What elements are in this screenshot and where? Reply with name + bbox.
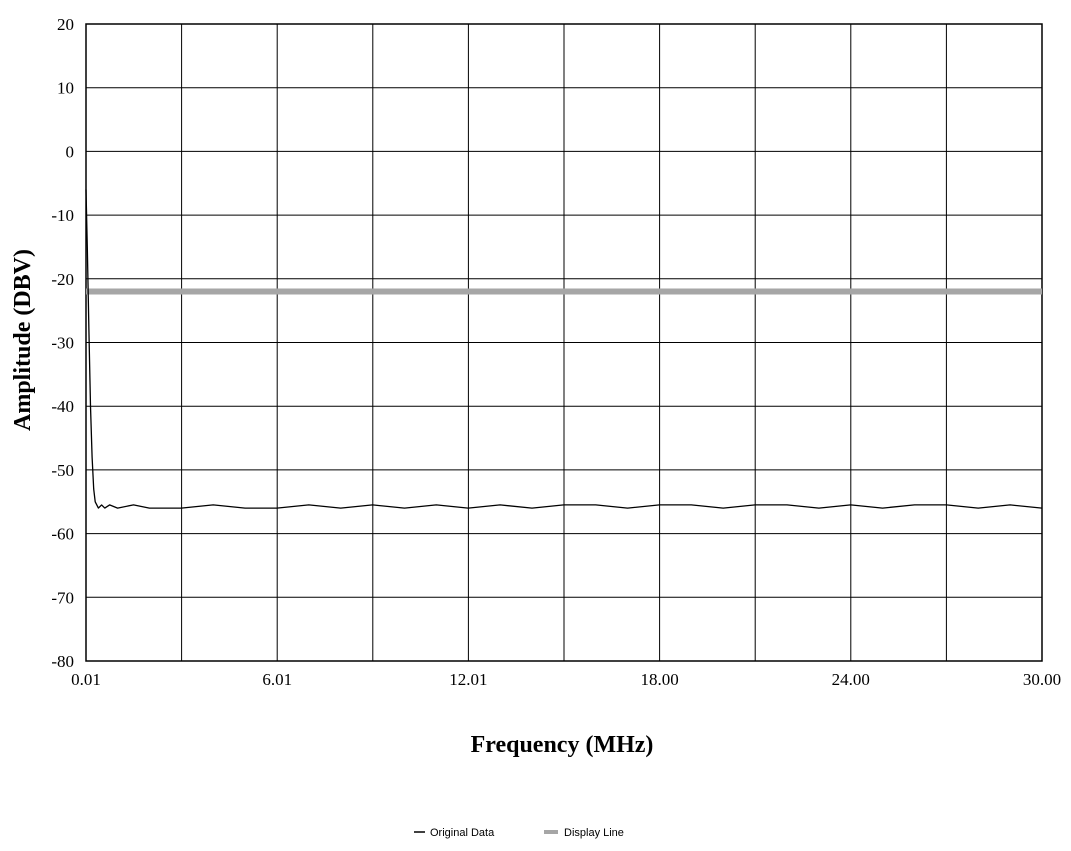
y-tick-label: 0 xyxy=(66,142,75,161)
y-tick-label: -80 xyxy=(51,652,74,671)
x-axis-ticks: 0.01 6.01 12.01 18.00 24.00 30.00 xyxy=(71,670,1061,689)
x-tick-label: 6.01 xyxy=(262,670,292,689)
y-tick-label: -70 xyxy=(51,588,74,607)
legend-label-display-line: Display Line xyxy=(564,827,624,839)
series-original-data-line xyxy=(85,189,1043,509)
y-tick-label: -10 xyxy=(51,206,74,225)
series-layer xyxy=(85,189,1043,509)
grid xyxy=(85,23,1043,662)
y-axis-title: Amplitude (DBV) xyxy=(10,249,36,431)
x-axis-title: Frequency (MHz) xyxy=(471,732,654,758)
legend: Original Data Display Line xyxy=(414,827,624,839)
y-tick-label: -30 xyxy=(51,334,74,353)
x-tick-label: 30.00 xyxy=(1023,670,1061,689)
y-tick-label: 10 xyxy=(57,79,74,98)
y-tick-label: -40 xyxy=(51,397,74,416)
y-tick-label: -50 xyxy=(51,461,74,480)
y-tick-label: -60 xyxy=(51,525,74,544)
y-tick-label: 20 xyxy=(57,15,74,34)
x-tick-label: 18.00 xyxy=(640,670,678,689)
x-tick-label: 0.01 xyxy=(71,670,101,689)
legend-label-original-data: Original Data xyxy=(430,827,495,839)
x-tick-label: 24.00 xyxy=(832,670,870,689)
y-tick-label: -20 xyxy=(51,270,74,289)
y-axis-ticks: 20 10 0 -10 -20 -30 -40 -50 -60 -70 -80 xyxy=(51,15,74,671)
x-tick-label: 12.01 xyxy=(449,670,487,689)
